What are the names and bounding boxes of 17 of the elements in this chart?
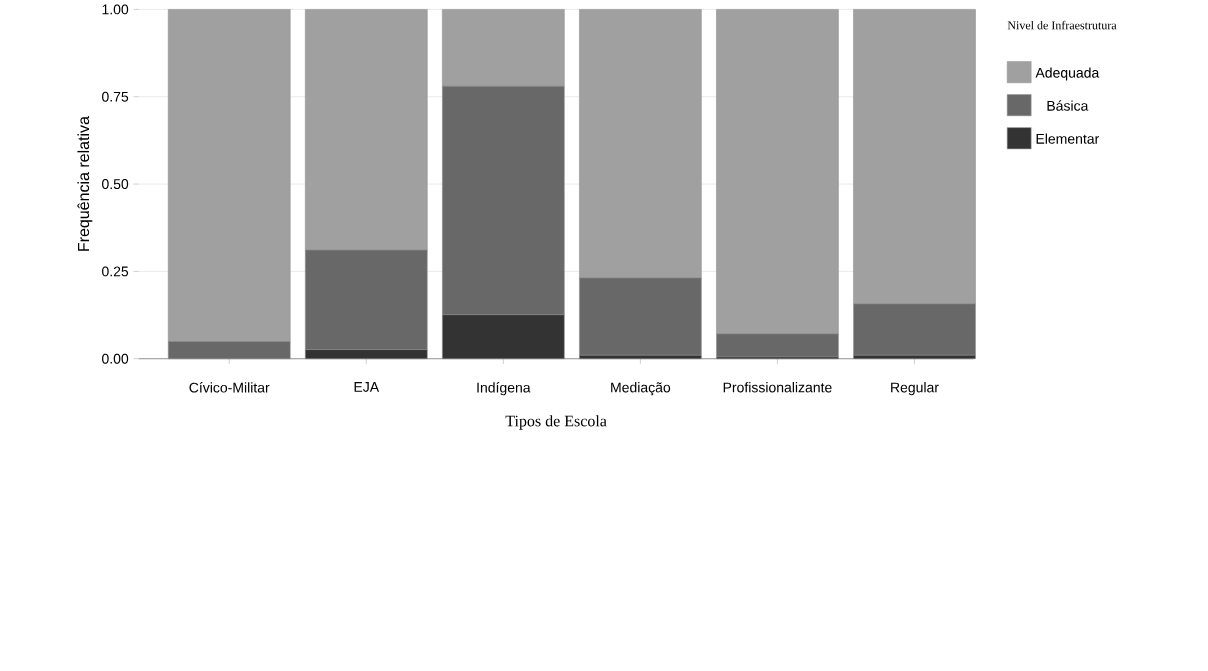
legend-label: Elementar	[1036, 133, 1100, 145]
y-tick-label: 0.00	[102, 354, 129, 364]
x-tick-label: EJA	[354, 382, 380, 393]
legend-title: Nivel de Infraestrutura	[1007, 21, 1117, 30]
x-tick-label: Regular	[891, 382, 939, 396]
x-tick-label: Mediação	[611, 382, 671, 396]
y-tick-label: 0.25	[102, 266, 129, 277]
y-axis-title: Frequência relativa	[77, 116, 93, 252]
y-tick-label: 0.50	[102, 179, 129, 190]
y-tick-label: 0.75	[102, 92, 129, 102]
x-tick-label: Profissionalizante	[723, 382, 832, 393]
legend-label: Básica	[1047, 100, 1089, 112]
x-axis-title: Tipos de Escola	[505, 415, 607, 430]
x-tick-label: Cívico-Militar	[189, 382, 270, 393]
y-tick-label: 1.00	[102, 4, 129, 15]
legend-label: Adequada	[1035, 67, 1100, 81]
x-tick-label: Indígena	[477, 382, 531, 396]
